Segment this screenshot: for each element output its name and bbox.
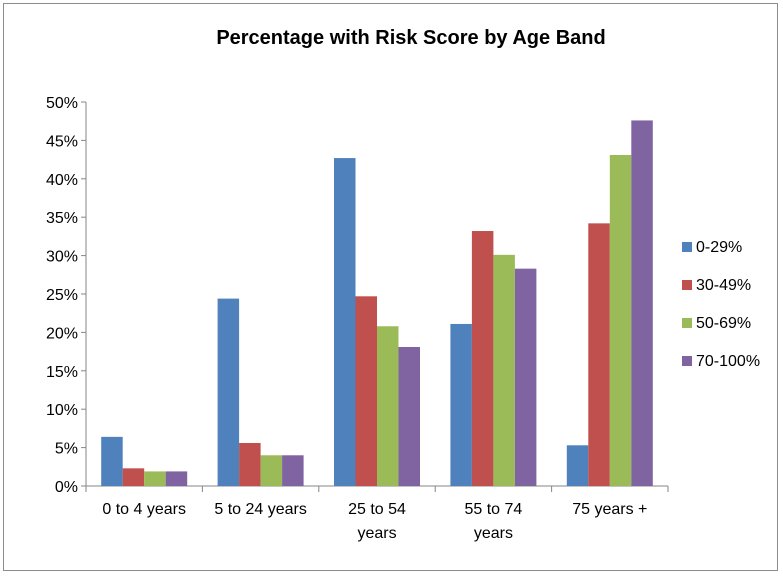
x-category-label: years — [357, 525, 396, 542]
legend-label: 70-100% — [696, 353, 760, 370]
bar-50-69-3 — [493, 254, 515, 486]
y-tick-label: 40% — [46, 172, 78, 189]
bar-50-69-2 — [377, 326, 399, 486]
bar-30-49-1 — [239, 442, 261, 486]
bar-0-29-0 — [101, 436, 123, 486]
legend-swatch — [682, 318, 692, 328]
x-category-label: 55 to 74 — [464, 501, 522, 518]
bars — [101, 120, 653, 486]
y-tick-label: 5% — [55, 441, 78, 458]
bar-30-49-2 — [355, 296, 377, 486]
bar-0-29-2 — [334, 158, 356, 486]
bar-70-100-3 — [514, 268, 537, 486]
bar-30-49-0 — [122, 468, 145, 486]
y-tick-label: 35% — [46, 210, 78, 227]
y-tick-label: 20% — [46, 325, 78, 342]
x-category-label: 75 years + — [572, 501, 647, 518]
bar-50-69-4 — [609, 154, 632, 486]
bar-0-29-1 — [217, 298, 240, 486]
chart-title: Percentage with Risk Score by Age Band — [216, 27, 605, 49]
bar-50-69-1 — [260, 455, 283, 486]
legend-swatch — [682, 280, 692, 290]
bar-70-100-2 — [398, 346, 420, 486]
y-tick-label: 30% — [46, 249, 78, 266]
bar-70-100-1 — [282, 455, 304, 486]
x-category-label: 5 to 24 years — [214, 501, 307, 518]
bar-30-49-4 — [588, 223, 610, 486]
legend-label: 30-49% — [696, 277, 751, 294]
y-tick-label: 25% — [46, 287, 78, 304]
bar-0-29-4 — [566, 445, 589, 486]
y-tick-label: 10% — [46, 402, 78, 419]
x-category-label: 0 to 4 years — [102, 501, 186, 518]
legend-label: 50-69% — [696, 315, 751, 332]
bar-50-69-0 — [144, 471, 166, 486]
y-tick-label: 15% — [46, 364, 78, 381]
axes: 0% 5% 10% 15% 20% 25% 30% 35% 40% 45% 50% 0 to 4 ye… — [46, 95, 669, 542]
bar-chart: Percentage with Risk Score by Age Band 0… — [46, 27, 760, 542]
chart-frame: Percentage with Risk Score by Age Band 0… — [3, 3, 778, 571]
legend: 0-29% 30-49% 50-69% 70-100% — [682, 239, 760, 370]
legend-swatch — [682, 242, 692, 252]
y-tick-label: 50% — [46, 95, 78, 112]
bar-30-49-3 — [471, 231, 494, 486]
y-tick-label: 0% — [55, 479, 78, 496]
bar-0-29-3 — [450, 323, 472, 486]
bar-70-100-4 — [631, 120, 653, 486]
x-category-label: 25 to 54 — [348, 501, 406, 518]
bar-70-100-0 — [165, 471, 188, 486]
x-category-label: years — [474, 525, 513, 542]
legend-swatch — [682, 356, 692, 366]
y-tick-label: 45% — [46, 133, 78, 150]
legend-label: 0-29% — [696, 239, 742, 256]
